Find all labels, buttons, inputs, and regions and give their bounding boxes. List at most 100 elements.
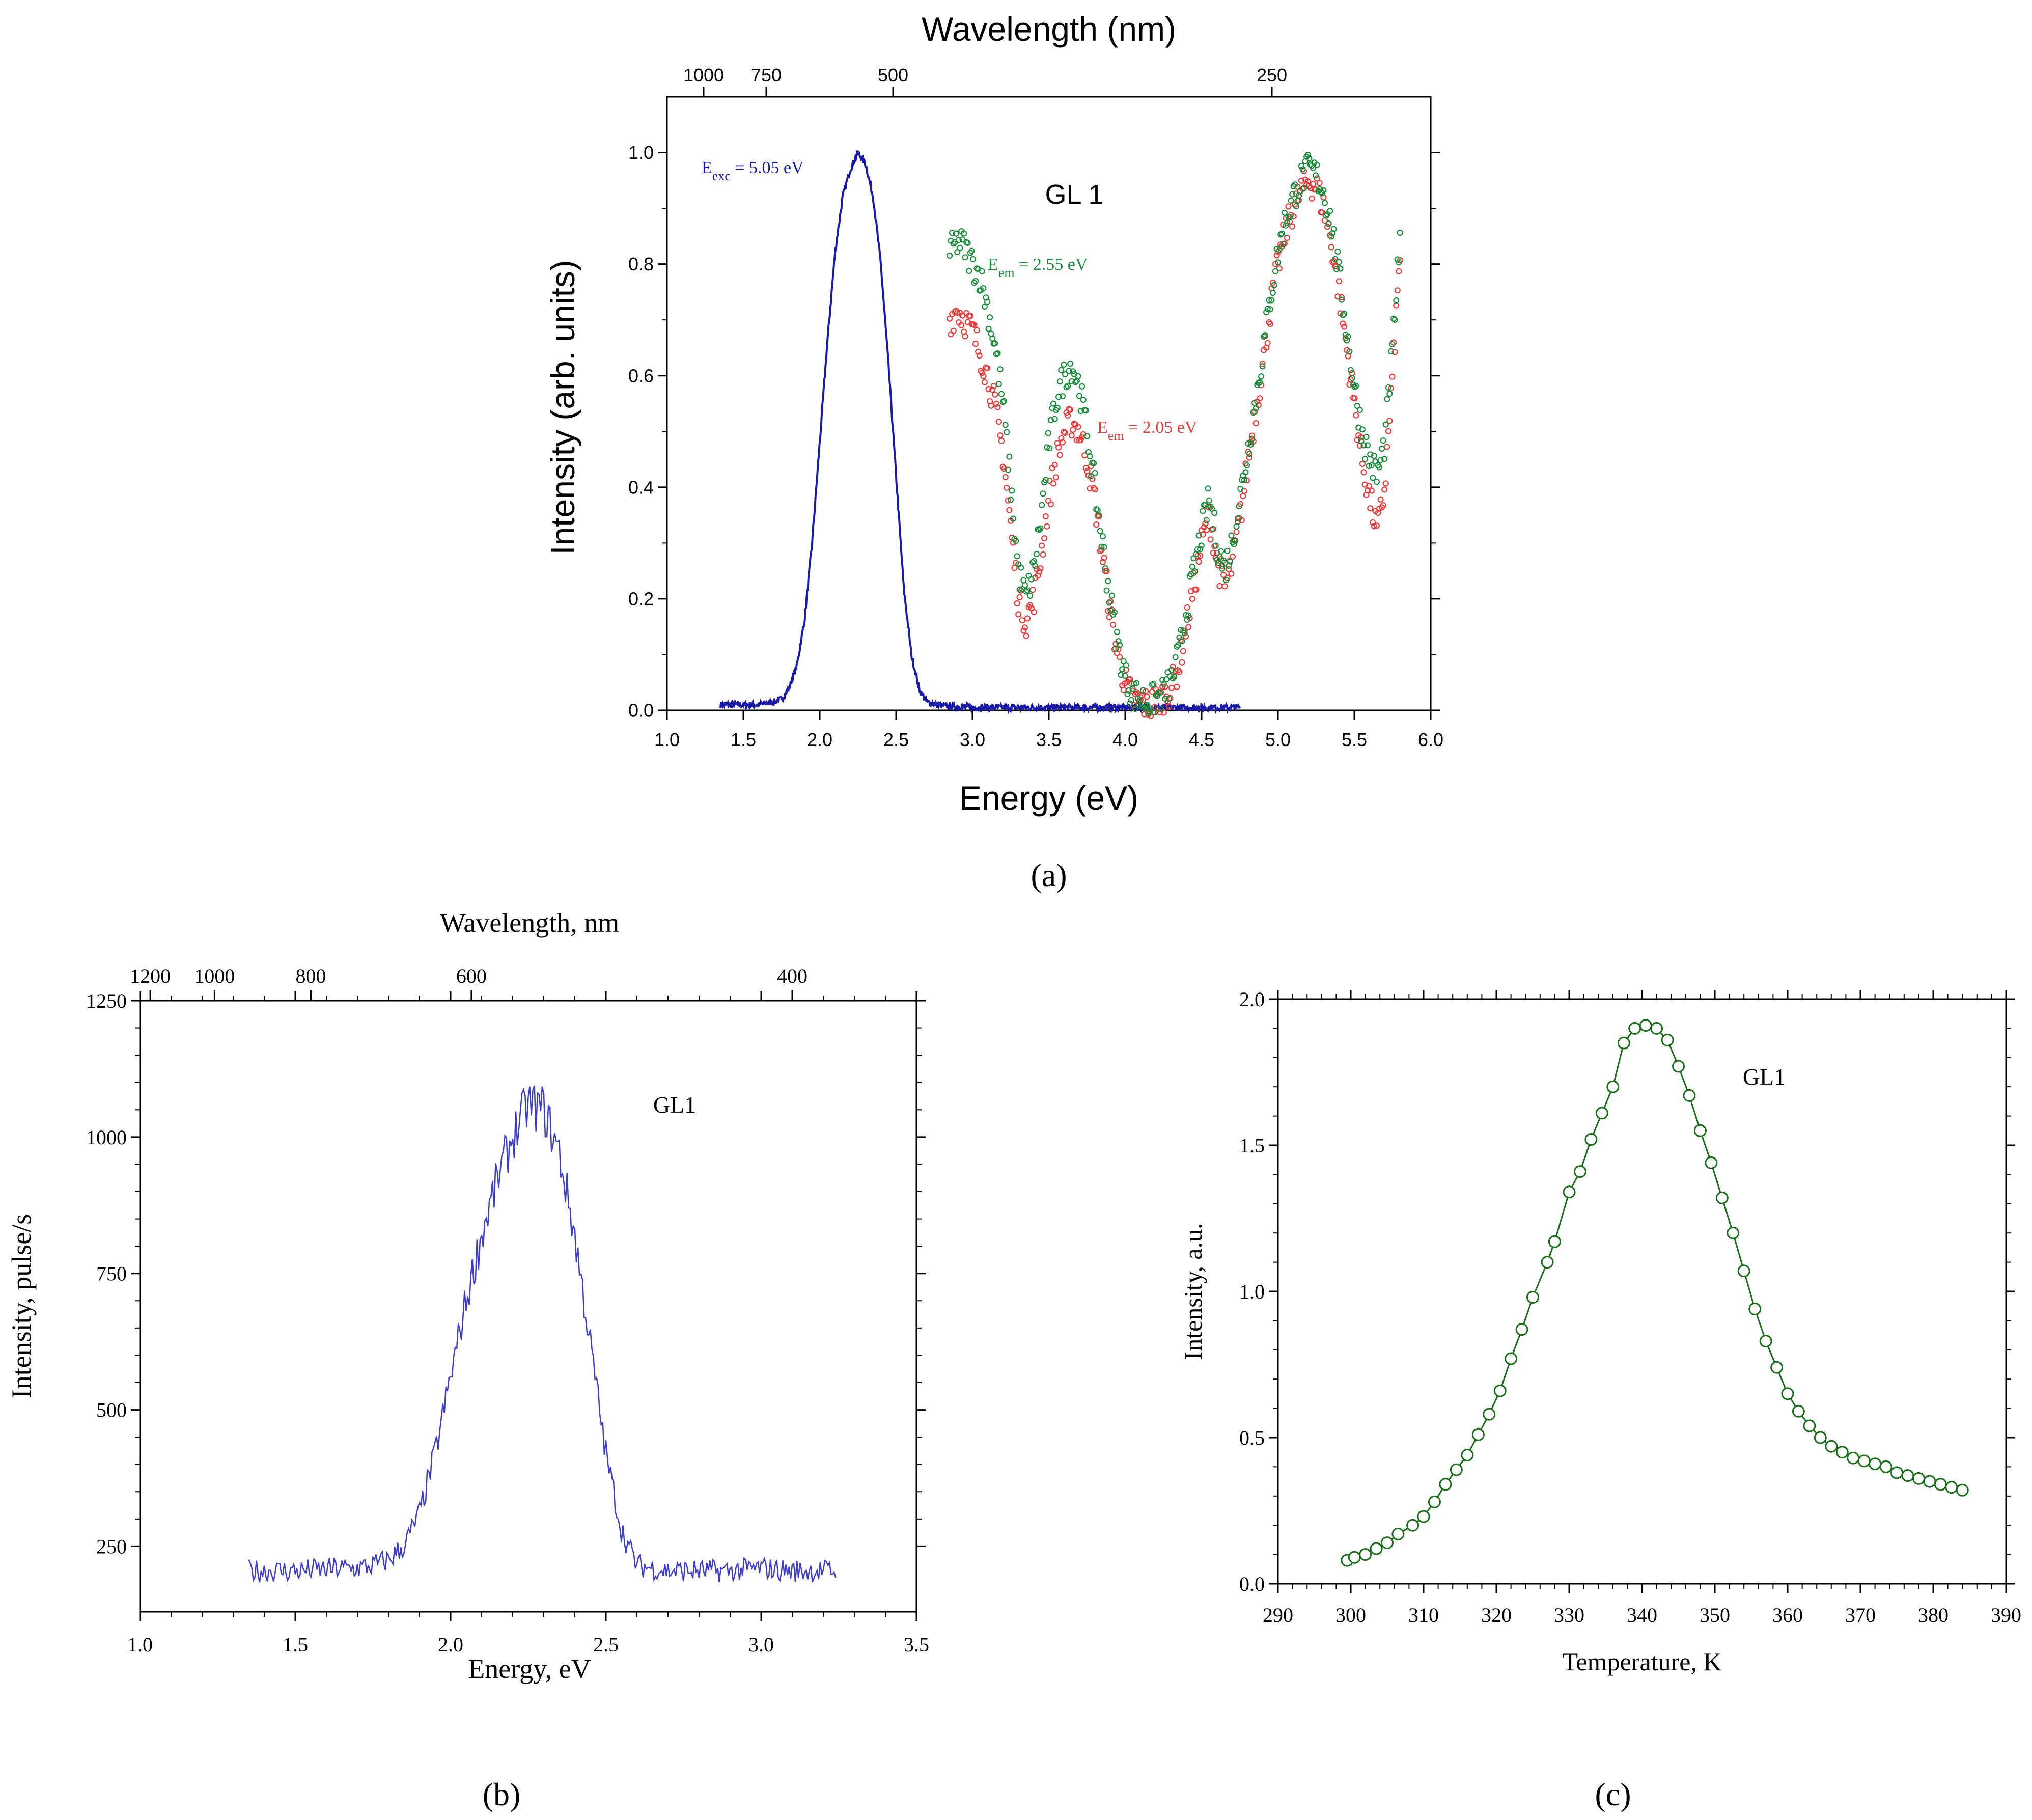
x-tick-label: 2.5 bbox=[593, 1633, 619, 1656]
series-point-em255 bbox=[1084, 433, 1091, 439]
series-point-em205 bbox=[985, 385, 992, 393]
series-point-em255 bbox=[969, 256, 977, 262]
series-point-em255 bbox=[1088, 473, 1095, 480]
series-point-em255 bbox=[1177, 626, 1184, 633]
series-point-em205 bbox=[1179, 659, 1185, 666]
series-point-em205 bbox=[1183, 633, 1189, 640]
series-point-em205 bbox=[1246, 454, 1253, 461]
series-point-em255 bbox=[1018, 564, 1024, 571]
series-point-em255 bbox=[1112, 645, 1119, 652]
series-point-em255 bbox=[1394, 256, 1401, 263]
series-point-em255 bbox=[1275, 259, 1282, 266]
series-point-em255 bbox=[1366, 462, 1372, 470]
series-point-em205 bbox=[954, 309, 961, 316]
y-tick-label: 1.0 bbox=[1239, 1280, 1265, 1303]
panel-label-c: (c) bbox=[1595, 1776, 1631, 1812]
series-point-em255 bbox=[950, 240, 957, 247]
series-point-em205 bbox=[1038, 542, 1045, 549]
series-line-gl1-c bbox=[1347, 1025, 1963, 1561]
series-point-em205 bbox=[1016, 594, 1023, 600]
series-point-em255 bbox=[1101, 544, 1107, 550]
series-point-em205 bbox=[1359, 460, 1366, 467]
series-point-gl1-c bbox=[1814, 1431, 1827, 1444]
series-point-em255 bbox=[1144, 701, 1150, 708]
series-point-em205 bbox=[1092, 486, 1098, 493]
series-point-em205 bbox=[1368, 487, 1375, 494]
series-point-em205 bbox=[1215, 562, 1221, 569]
series-point-em205 bbox=[1045, 498, 1051, 504]
series-point-em255 bbox=[1062, 371, 1069, 378]
series-point-em205 bbox=[1041, 535, 1048, 542]
series-point-em205 bbox=[1036, 568, 1043, 575]
x-tick-label: 4.0 bbox=[1112, 729, 1138, 750]
series-point-em205 bbox=[1264, 340, 1271, 346]
series-point-gl1-c bbox=[1471, 1428, 1485, 1441]
series-point-em255 bbox=[1002, 422, 1009, 428]
legend-exc-sub: exc bbox=[712, 169, 731, 183]
legend-exc: Eexc = 5.05 eV bbox=[702, 158, 804, 183]
series-point-em205 bbox=[1056, 452, 1063, 458]
legend-em-255-main: E bbox=[988, 255, 998, 274]
series-point-em255 bbox=[1195, 532, 1202, 539]
series-point-em205 bbox=[1055, 444, 1062, 451]
series-point-em255 bbox=[1219, 565, 1226, 572]
series-point-em205 bbox=[1371, 523, 1377, 530]
series-point-gl1-c bbox=[1672, 1060, 1685, 1073]
series-point-gl1-c bbox=[1370, 1542, 1383, 1555]
series-point-em255 bbox=[986, 314, 993, 321]
series-point-em205 bbox=[1391, 349, 1398, 355]
series-point-em255 bbox=[989, 335, 996, 342]
series-point-em255 bbox=[1339, 296, 1345, 303]
series-point-em205 bbox=[1360, 469, 1367, 476]
series-point-em205 bbox=[1328, 244, 1334, 251]
series-point-em255 bbox=[1319, 190, 1325, 197]
series-point-em255 bbox=[1175, 642, 1181, 649]
series-point-em255 bbox=[1009, 487, 1015, 494]
series-point-em205 bbox=[1053, 474, 1060, 481]
series-point-em255 bbox=[966, 267, 972, 274]
series-point-em255 bbox=[1151, 709, 1158, 716]
series-point-gl1-c bbox=[1541, 1256, 1554, 1269]
series-point-em205 bbox=[1059, 439, 1066, 446]
series-point-em205 bbox=[1267, 321, 1273, 327]
series-point-em255 bbox=[1122, 672, 1128, 679]
series-point-em255 bbox=[1108, 592, 1115, 599]
series-point-em255 bbox=[1330, 226, 1337, 232]
series-point-em255 bbox=[1075, 373, 1081, 379]
series-point-em205 bbox=[1073, 437, 1080, 444]
series-point-em205 bbox=[1019, 617, 1025, 624]
series-point-em255 bbox=[1137, 697, 1144, 703]
series-point-em205 bbox=[984, 365, 991, 372]
series-point-gl1-c bbox=[1439, 1478, 1452, 1491]
x-tick-label: 330 bbox=[1554, 1604, 1584, 1626]
series-point-em255 bbox=[995, 381, 1003, 388]
series-point-em255 bbox=[1119, 666, 1126, 673]
series-point-gl1-c bbox=[1912, 1472, 1925, 1485]
series-point-gl1-c bbox=[1683, 1089, 1696, 1102]
series-point-em255 bbox=[1079, 383, 1085, 390]
series-point-em205 bbox=[1085, 472, 1092, 479]
series-point-em255 bbox=[1288, 197, 1294, 204]
series-point-em205 bbox=[1023, 632, 1029, 639]
series-point-gl1-c bbox=[1901, 1469, 1914, 1482]
series-point-em255 bbox=[949, 230, 956, 236]
series-point-gl1-c bbox=[1461, 1448, 1474, 1461]
series-point-em205 bbox=[1006, 507, 1013, 513]
series-point-em255 bbox=[1337, 265, 1344, 272]
series-point-em255 bbox=[1284, 219, 1291, 226]
series-point-em255 bbox=[1087, 453, 1093, 460]
series-point-em205 bbox=[1396, 268, 1402, 275]
series-point-em255 bbox=[1271, 282, 1277, 289]
series-point-em255 bbox=[1297, 188, 1303, 195]
series-point-em205 bbox=[1367, 505, 1374, 512]
series-point-gl1-c bbox=[1792, 1404, 1805, 1418]
series-point-em255 bbox=[1139, 687, 1147, 694]
series-point-em255 bbox=[1198, 542, 1205, 549]
x-tick-label: 3.0 bbox=[748, 1633, 774, 1656]
series-point-em205 bbox=[1143, 687, 1149, 695]
series-point-em205 bbox=[1210, 549, 1216, 557]
series-point-em255 bbox=[1212, 542, 1219, 549]
series-point-gl1-c bbox=[1348, 1551, 1361, 1564]
series-point-em255 bbox=[998, 391, 1005, 397]
